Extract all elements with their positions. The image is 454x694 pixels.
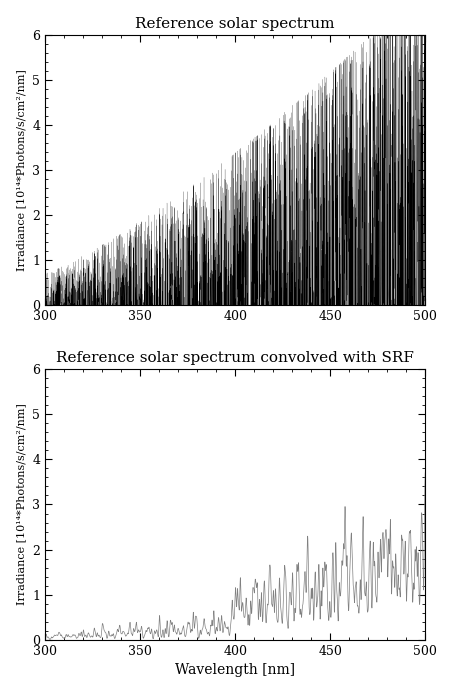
- X-axis label: Wavelength [nm]: Wavelength [nm]: [175, 663, 295, 677]
- Y-axis label: Irradiance [10¹⁴*Photons/s/cm²/nm]: Irradiance [10¹⁴*Photons/s/cm²/nm]: [17, 403, 27, 605]
- Title: Reference solar spectrum: Reference solar spectrum: [135, 17, 335, 31]
- Title: Reference solar spectrum convolved with SRF: Reference solar spectrum convolved with …: [56, 351, 414, 365]
- Y-axis label: Irradiance [10¹⁴*Photons/s/cm²/nm]: Irradiance [10¹⁴*Photons/s/cm²/nm]: [17, 69, 27, 271]
